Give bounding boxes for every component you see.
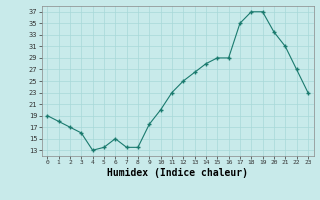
X-axis label: Humidex (Indice chaleur): Humidex (Indice chaleur) <box>107 168 248 178</box>
